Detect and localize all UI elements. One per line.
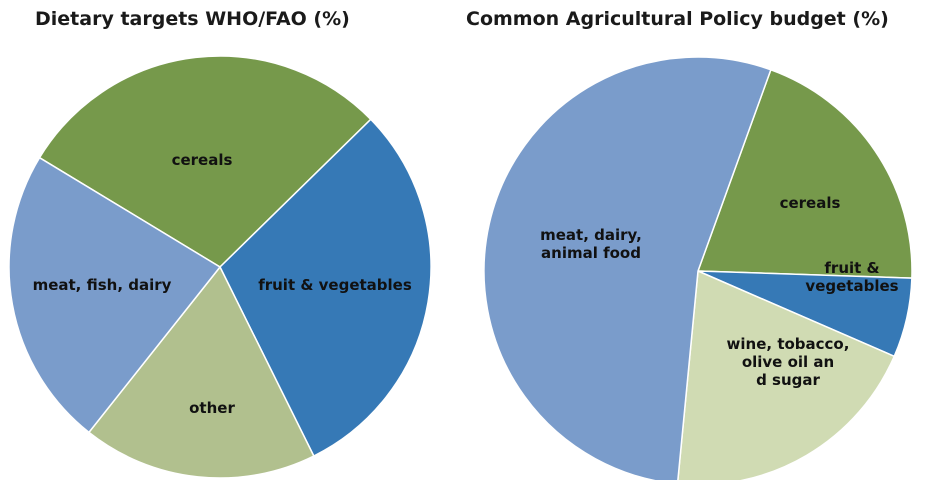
pie-chart-cap-budget: cereals fruit & vegetables wine, tobacco, ol… <box>483 56 913 480</box>
slice-label-dietary-fruit-vegetables: fruit & vegetables <box>258 276 412 294</box>
slice-label-dietary-meat-fish-dairy: meat, fish, dairy <box>33 276 172 294</box>
pie-slice-cap-meat-dairy-animal-food <box>483 56 772 480</box>
pie-slice-cap-cereals <box>696 68 913 279</box>
slice-label-cap-cereals: cereals <box>780 194 841 212</box>
pie-slice-cap-wine-tobacco-olive-oil-and-sugar <box>677 269 896 480</box>
slice-label-dietary-cereals: cereals <box>172 151 233 169</box>
pie-slice-dietary-cereals <box>38 55 372 268</box>
pie-chart-dietary-targets: cereals fruit & vegetables other meat, fish… <box>8 55 432 479</box>
chart-title-cap-budget: Common Agricultural Policy budget (%) <box>466 8 889 30</box>
pie-slice-dietary-other <box>87 265 315 479</box>
pie-slice-dietary-meat-fish-dairy <box>8 156 222 434</box>
slice-label-cap-wine-tobacco-olive-oil-and-sugar: wine, tobacco, olive oil an d sugar <box>727 335 850 389</box>
slice-label-cap-fruit-vegetables: fruit & vegetables <box>805 259 898 295</box>
slice-label-cap-meat-dairy-animal-food: meat, dairy, animal food <box>540 226 642 262</box>
slice-label-dietary-other: other <box>189 399 235 417</box>
chart-title-dietary-targets: Dietary targets WHO/FAO (%) <box>35 8 350 30</box>
